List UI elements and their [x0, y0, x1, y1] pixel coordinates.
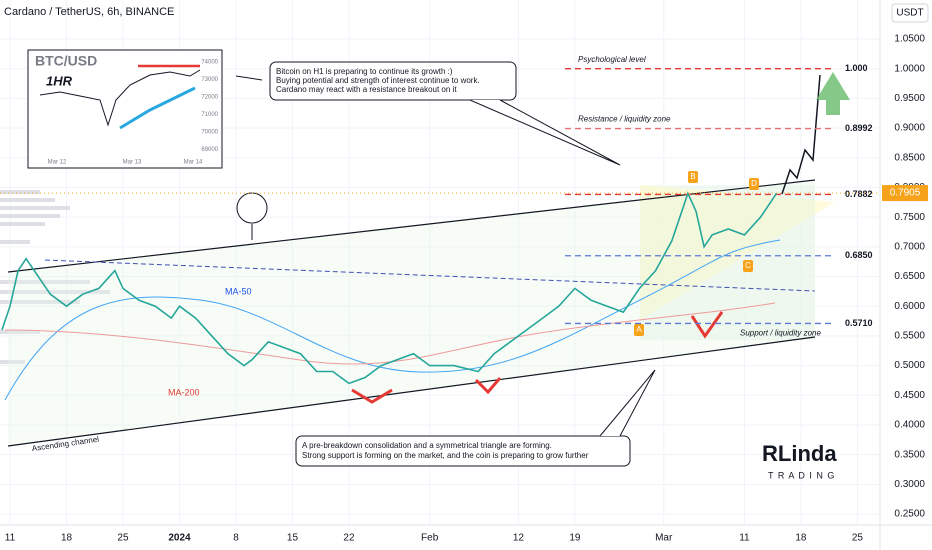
level-name: Psychological level — [578, 55, 646, 64]
level-name: Resistance / liquidity zone — [578, 115, 671, 124]
y-tick-label: 0.8500 — [894, 152, 925, 163]
note-line: A pre-breakdown consolidation and a symm… — [302, 441, 552, 450]
y-tick-label: 0.6500 — [894, 271, 925, 282]
inset-y-tick: 73000 — [201, 77, 218, 83]
inset-timeframe: 1HR — [46, 73, 73, 88]
point-label: B — [690, 172, 695, 181]
inset-pointer — [235, 75, 263, 81]
ma-50 — [4, 239, 781, 401]
y-tick-label: 0.3000 — [894, 479, 925, 490]
x-tick-label: 19 — [569, 533, 581, 544]
x-tick-label: 8 — [233, 533, 239, 544]
note-line: Cardano may react with a resistance brea… — [276, 85, 457, 94]
x-tick-label: 18 — [61, 533, 73, 544]
x-tick-label: 11 — [739, 533, 750, 544]
y-tick-label: 0.4000 — [894, 420, 925, 431]
y-tick-label: 0.7000 — [894, 241, 925, 252]
ma-200 — [4, 302, 776, 365]
y-tick-label: 0.4500 — [894, 390, 925, 401]
inset-trend — [119, 86, 196, 130]
point-marker — [688, 171, 698, 183]
point-label: A — [636, 325, 642, 334]
point-label: C — [745, 261, 751, 270]
x-tick-label: 11 — [5, 533, 16, 544]
x-tick-label: 25 — [117, 533, 129, 544]
x-tick-label: Mar — [655, 533, 673, 544]
symbol: Cardano / TetherUS, 6h, BINANCE — [4, 6, 174, 18]
currency-box — [891, 3, 929, 23]
inset-y-tick: 70000 — [201, 130, 218, 136]
note-pointer — [469, 99, 621, 166]
x-tick-label: 2024 — [168, 533, 191, 544]
inset-frame — [27, 49, 223, 169]
y-tick-label: 0.3500 — [894, 449, 925, 460]
current-price: 0.7905 — [890, 188, 921, 199]
volume-profile — [0, 190, 110, 364]
point-label: D — [751, 179, 757, 188]
level-value: 0.6850 — [845, 250, 873, 260]
ma50-label: MA-50 — [225, 286, 252, 296]
price-line — [1, 191, 778, 385]
level-value: 1.000 — [845, 63, 868, 73]
projection-arrow — [816, 72, 850, 115]
logo-sub: T R A D I N G — [768, 470, 835, 480]
inset-y-tick: 71000 — [201, 112, 218, 118]
level-name: Support / liquidity zone — [740, 329, 821, 338]
level-value: 0.8992 — [845, 123, 873, 133]
y-tick-label: 0.6000 — [894, 301, 925, 312]
inset-title: BTC/USD — [35, 53, 97, 69]
level-value: 0.7882 — [845, 189, 873, 199]
ma200-label: MA-200 — [168, 387, 200, 397]
inset-y-tick: 69000 — [201, 147, 218, 153]
y-tick-label: 0.9500 — [894, 93, 925, 104]
current-price-box — [882, 185, 928, 202]
trend-line — [44, 259, 816, 292]
y-tick-label: 1.0500 — [894, 34, 925, 45]
support-mark — [690, 311, 724, 339]
x-tick-label: Feb — [421, 533, 439, 544]
logo: RLinda — [762, 441, 837, 466]
y-tick-label: 0.5000 — [894, 360, 925, 371]
inset-price — [39, 69, 201, 127]
level-value: 0.5710 — [845, 318, 873, 328]
y-tick-label: 0.2500 — [894, 509, 925, 520]
note-pointer — [599, 369, 656, 437]
point-marker — [634, 324, 644, 336]
x-tick-label: 15 — [287, 533, 299, 544]
note-line: Buying potential and strength of interes… — [276, 76, 480, 85]
note-line: Bitcoin on H1 is preparing to continue i… — [276, 67, 453, 76]
note-box — [269, 61, 517, 101]
projection-path — [781, 74, 821, 195]
support-mark — [351, 388, 393, 404]
y-tick-label: 1.0000 — [894, 63, 925, 74]
inset-x-label: Mar 12 — [48, 160, 67, 166]
y-tick-label: 0.9000 — [894, 123, 925, 134]
inset-y-tick: 72000 — [201, 95, 218, 101]
channel-fill — [8, 180, 815, 446]
y-tick-label: 0.7500 — [894, 212, 925, 223]
note-line: Strong support is forming on the market,… — [302, 451, 589, 460]
note-box — [295, 435, 631, 467]
x-tick-label: 25 — [852, 533, 864, 544]
channel-lower — [7, 336, 816, 447]
inset-x-label: Mar 13 — [123, 160, 142, 166]
x-tick-label: 18 — [795, 533, 807, 544]
point-marker — [749, 178, 759, 190]
currency: USDT — [896, 8, 923, 19]
face-icon — [236, 192, 268, 224]
x-tick-label: 12 — [513, 533, 525, 544]
x-tick-label: 22 — [343, 533, 355, 544]
point-marker — [743, 260, 753, 272]
channel-upper — [7, 179, 816, 273]
inset-x-label: Mar 14 — [184, 160, 203, 166]
support-mark — [474, 377, 502, 395]
inset-y-tick: 74000 — [201, 60, 218, 66]
y-tick-label: 0.5500 — [894, 331, 925, 342]
